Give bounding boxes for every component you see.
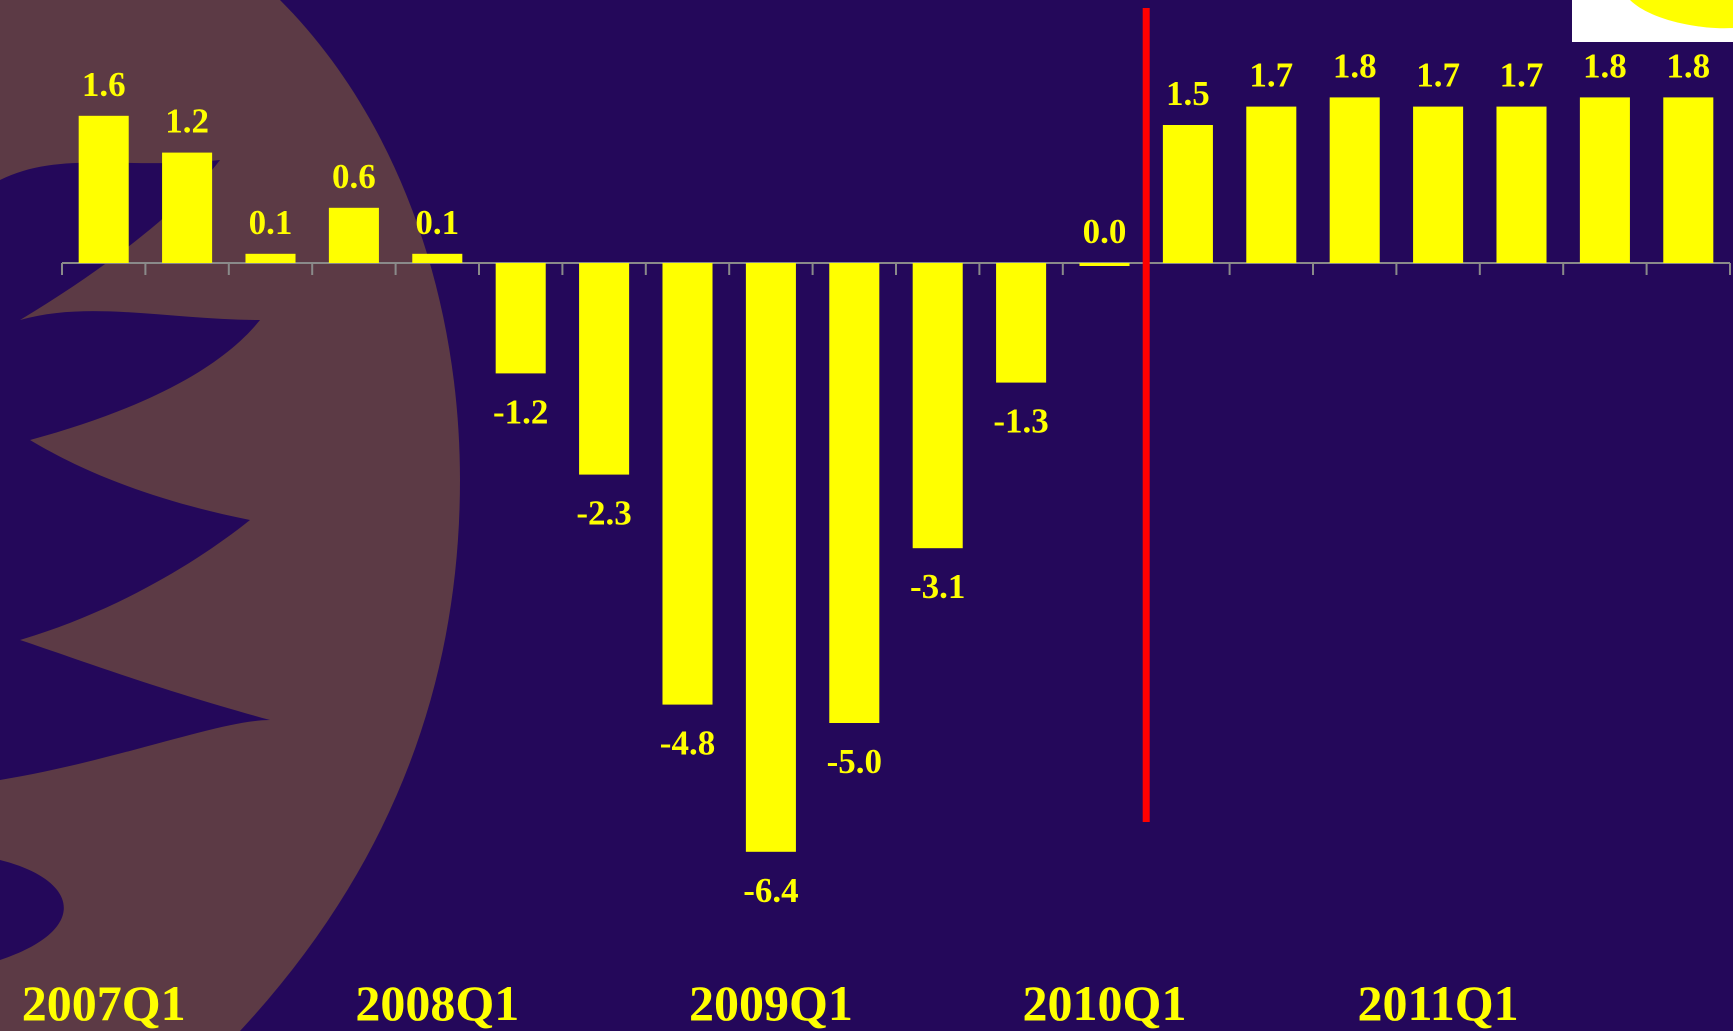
bar	[912, 263, 963, 549]
bar	[78, 115, 129, 263]
value-label: 0.1	[415, 203, 459, 242]
bar	[996, 263, 1047, 383]
value-label: 1.5	[1166, 74, 1210, 113]
value-label: 1.8	[1333, 46, 1377, 85]
value-label: 1.7	[1249, 56, 1293, 95]
bar	[1162, 125, 1213, 263]
bar	[1496, 106, 1547, 263]
value-label: 1.8	[1583, 46, 1627, 85]
value-label: 1.7	[1416, 56, 1460, 95]
bar	[328, 207, 379, 263]
bar	[1413, 106, 1464, 263]
bar	[662, 263, 713, 705]
value-label: -4.8	[660, 724, 715, 763]
corner-logo-mark	[1630, 0, 1733, 29]
bar	[245, 253, 296, 263]
value-label: 0.0	[1083, 212, 1127, 251]
value-label: -1.2	[493, 392, 548, 431]
bar	[162, 152, 213, 263]
value-label: -1.3	[993, 402, 1048, 441]
value-label: 1.2	[165, 102, 209, 141]
bar	[1246, 106, 1297, 263]
bar	[1079, 263, 1130, 266]
x-tick-label: 2009Q1	[689, 975, 853, 1031]
value-label: -3.1	[910, 567, 965, 606]
bar	[1579, 97, 1630, 264]
x-tick-label: 2010Q1	[1023, 975, 1187, 1031]
value-label: -5.0	[827, 742, 882, 781]
value-label: -2.3	[576, 494, 631, 533]
x-tick-label: 2008Q1	[355, 975, 519, 1031]
bar	[495, 263, 546, 374]
bar	[745, 263, 796, 852]
bar	[579, 263, 630, 475]
bar	[1329, 97, 1380, 264]
value-label: 0.6	[332, 157, 376, 196]
value-label: 1.7	[1500, 56, 1544, 95]
x-tick-label: 2007Q1	[22, 975, 186, 1031]
value-label: 1.8	[1666, 46, 1710, 85]
bar	[829, 263, 880, 723]
bar	[412, 253, 463, 263]
x-tick-label: 2011Q1	[1358, 975, 1519, 1031]
value-label: -6.4	[743, 871, 798, 910]
value-label: 0.1	[249, 203, 293, 242]
value-label: 1.6	[82, 65, 126, 104]
bar	[1663, 97, 1714, 264]
